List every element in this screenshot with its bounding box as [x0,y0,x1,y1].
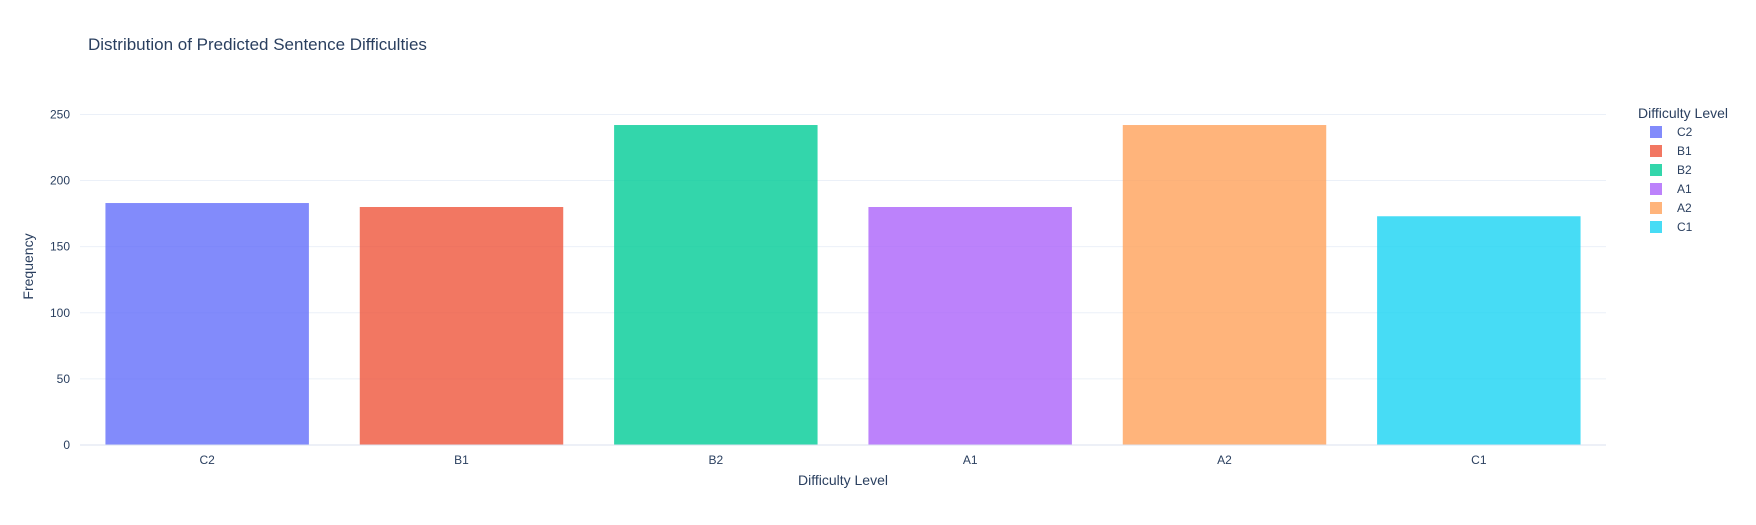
x-tick-label: C2 [199,453,215,467]
bar-c2[interactable] [105,203,309,445]
bar-b2[interactable] [614,125,818,446]
legend-swatch-b1[interactable] [1650,145,1662,157]
legend-title: Difficulty Level [1638,105,1728,121]
bar-a2[interactable] [1122,125,1327,446]
bar-b1[interactable] [359,207,564,445]
x-tick-label: B1 [454,453,469,467]
y-tick-label: 150 [50,240,70,254]
legend-label-b2[interactable]: B2 [1677,163,1692,177]
y-gridlines [80,113,1606,380]
legend-label-c2[interactable]: C2 [1677,125,1693,139]
bar-c1[interactable] [1377,216,1581,445]
x-axis-title: Difficulty Level [798,472,888,488]
legend-label-a2[interactable]: A2 [1677,201,1692,215]
x-tick-label: A1 [963,453,978,467]
y-tick-label: 250 [50,107,70,121]
x-tick-labels: C2 B1 B2 A1 A2 C1 [199,453,1486,467]
y-axis-title: Frequency [20,233,36,299]
legend-swatch-b2[interactable] [1650,164,1662,176]
bar-a1[interactable] [868,207,1072,445]
legend-swatch-a1[interactable] [1650,183,1662,195]
x-tick-label: C1 [1471,453,1487,467]
legend-label-c1[interactable]: C1 [1677,220,1693,234]
legend-label-b1[interactable]: B1 [1677,144,1692,158]
bars-group [105,125,1581,446]
legend-swatch-c2[interactable] [1650,126,1662,138]
y-tick-label: 0 [63,438,70,452]
y-tick-labels: 0 50 100 150 200 250 [50,107,70,452]
y-tick-label: 200 [50,174,70,188]
chart-title: Distribution of Predicted Sentence Diffi… [88,35,427,54]
y-tick-label: 50 [57,372,71,386]
x-tick-label: B2 [708,453,723,467]
legend: Difficulty Level C2 B1 B2 A1 A2 C1 [1638,105,1728,234]
legend-swatch-a2[interactable] [1650,202,1662,214]
y-tick-label: 100 [50,306,70,320]
legend-label-a1[interactable]: A1 [1677,182,1692,196]
x-tick-label: A2 [1217,453,1232,467]
legend-swatch-c1[interactable] [1650,221,1662,233]
